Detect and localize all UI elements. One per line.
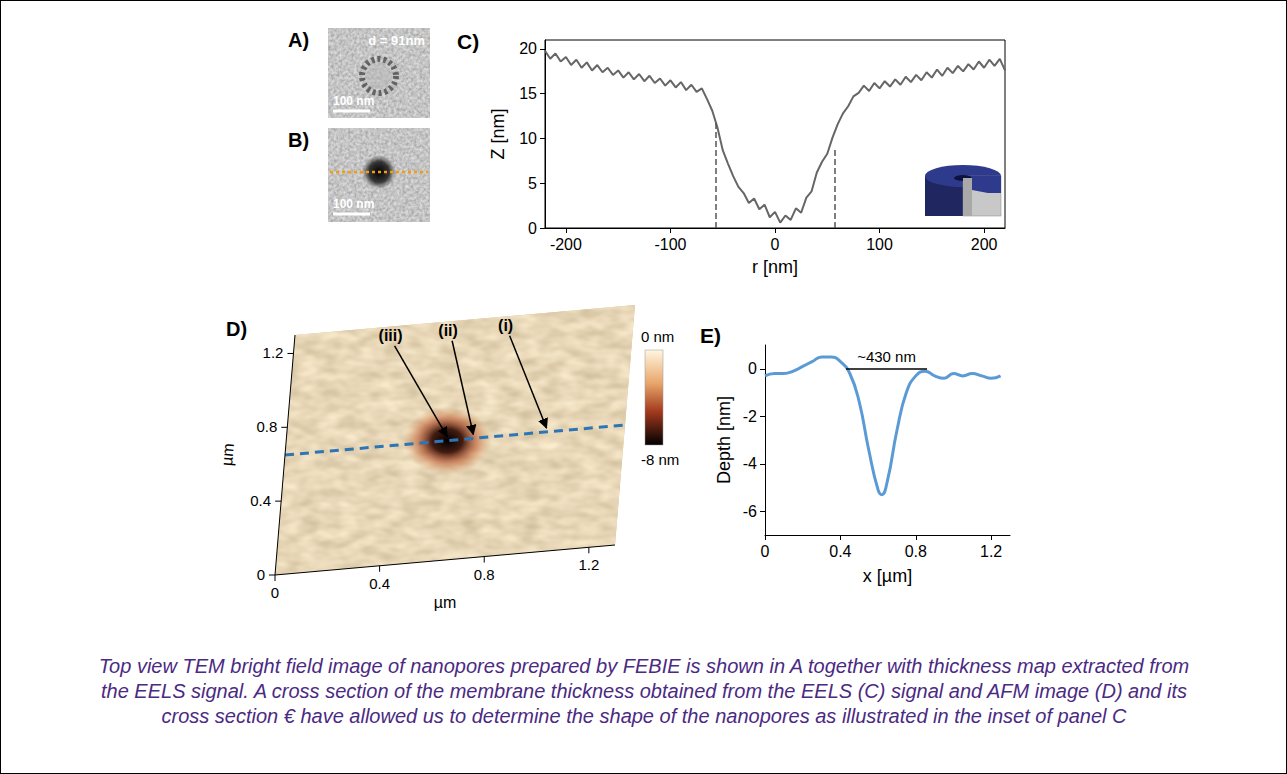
svg-text:15: 15 <box>519 85 537 102</box>
svg-text:1.2: 1.2 <box>263 344 284 361</box>
svg-text:(ii): (ii) <box>438 322 458 339</box>
svg-text:100 nm: 100 nm <box>333 94 374 108</box>
svg-text:0.8: 0.8 <box>905 543 927 560</box>
svg-text:20: 20 <box>519 40 537 57</box>
svg-text:D): D) <box>226 318 247 340</box>
svg-text:0: 0 <box>748 360 757 377</box>
svg-text:10: 10 <box>519 130 537 147</box>
svg-text:-100: -100 <box>654 236 686 253</box>
svg-text:r [nm]: r [nm] <box>752 257 798 277</box>
html-text:Top view TEM bright field imag: Top view TEM bright field image of nanop… <box>98 655 1190 727</box>
svg-text:C): C) <box>457 30 479 53</box>
svg-text:0: 0 <box>257 566 265 583</box>
svg-text:~430 nm: ~430 nm <box>857 348 916 365</box>
svg-text:0: 0 <box>528 220 537 237</box>
svg-text:B): B) <box>288 129 309 151</box>
svg-text:0.4: 0.4 <box>369 575 390 592</box>
svg-text:0: 0 <box>761 543 770 560</box>
svg-text:µm: µm <box>218 443 237 467</box>
svg-text:-200: -200 <box>550 236 582 253</box>
svg-text:µm: µm <box>434 594 457 611</box>
svg-text:d = 91nm: d = 91nm <box>368 33 425 48</box>
svg-text:100 nm: 100 nm <box>333 197 374 211</box>
svg-text:E): E) <box>700 324 721 347</box>
svg-text:0.4: 0.4 <box>829 543 851 560</box>
svg-text:Depth [nm]: Depth [nm] <box>714 396 734 484</box>
svg-text:0: 0 <box>771 236 780 253</box>
svg-text:5: 5 <box>528 175 537 192</box>
svg-text:(iii): (iii) <box>379 327 403 344</box>
svg-text:100: 100 <box>866 236 893 253</box>
svg-text:-2: -2 <box>743 408 757 425</box>
svg-text:(i): (i) <box>498 317 513 334</box>
svg-text:-6: -6 <box>743 503 757 520</box>
svg-text:0.8: 0.8 <box>256 418 277 435</box>
svg-text:0: 0 <box>271 584 279 601</box>
svg-text:x [µm]: x [µm] <box>863 566 912 586</box>
svg-text:-8 nm: -8 nm <box>641 451 679 468</box>
svg-text:0.4: 0.4 <box>250 492 271 509</box>
svg-text:-4: -4 <box>743 455 757 472</box>
svg-text:A): A) <box>288 29 309 51</box>
svg-text:200: 200 <box>971 236 998 253</box>
svg-text:0 nm: 0 nm <box>641 328 674 345</box>
svg-text:Z [nm]: Z [nm] <box>488 108 508 159</box>
svg-text:0.8: 0.8 <box>474 566 495 583</box>
svg-text:1.2: 1.2 <box>578 556 599 573</box>
svg-text:1.2: 1.2 <box>980 543 1002 560</box>
